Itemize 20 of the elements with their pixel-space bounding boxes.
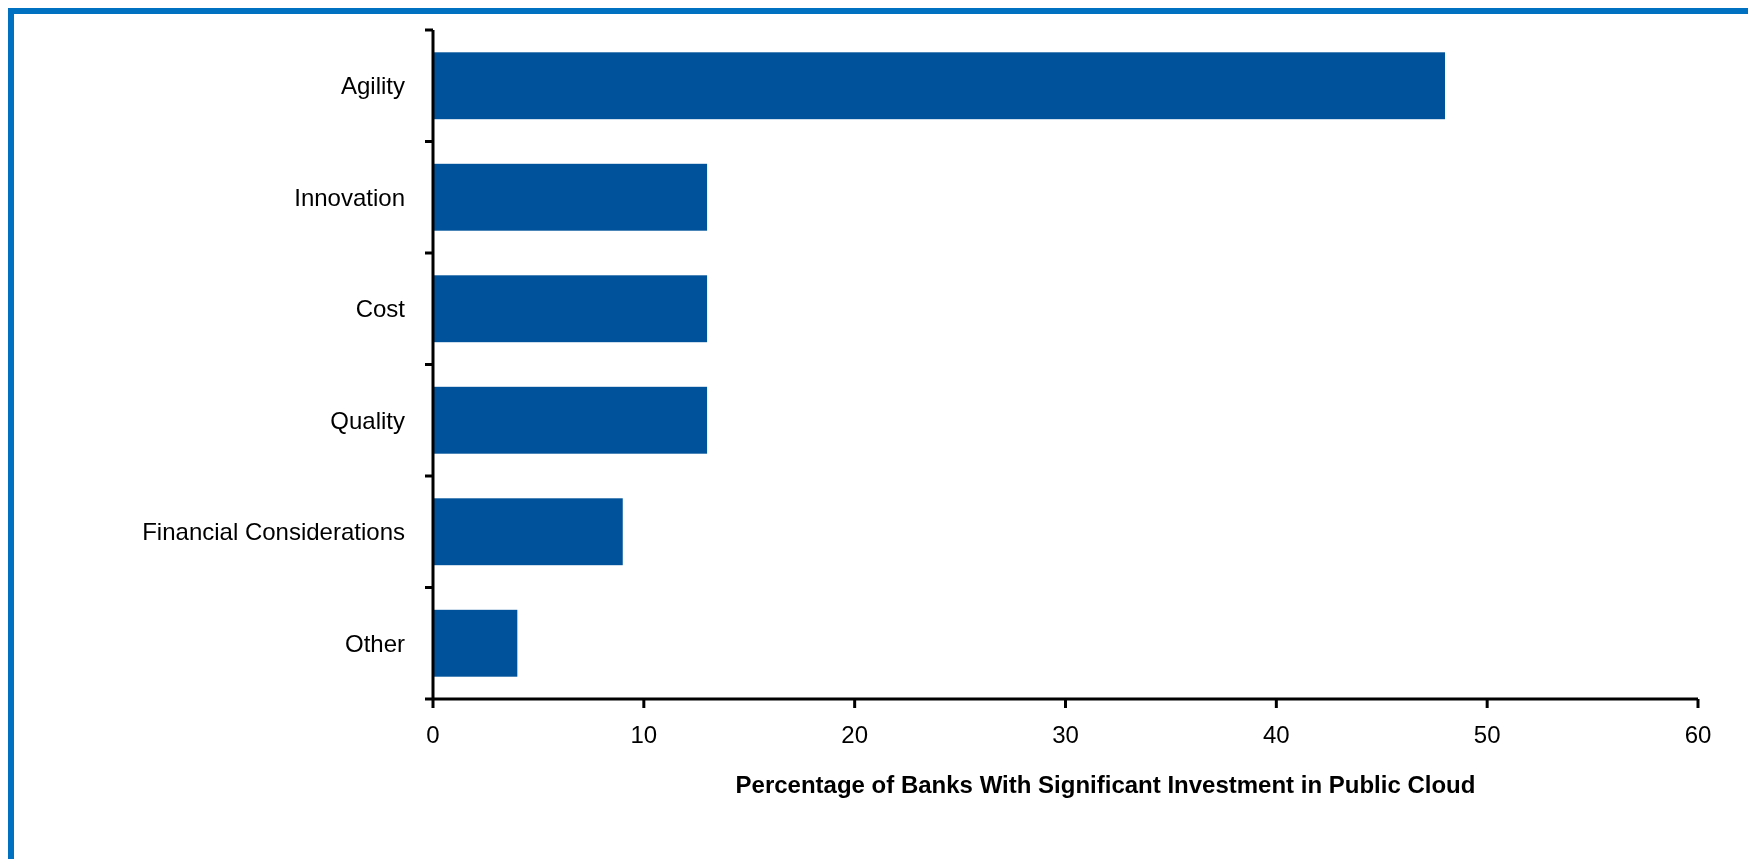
y-tick-label: Innovation <box>294 183 405 211</box>
x-tick-label: 30 <box>1052 721 1079 748</box>
x-axis-title: Percentage of Banks With Significant Investment in Public Cloud <box>735 771 1476 798</box>
bar <box>433 386 708 454</box>
bar <box>433 275 708 343</box>
y-tick-label: Agility <box>340 72 405 100</box>
x-tick-label: 0 <box>426 721 440 748</box>
bar <box>433 609 518 677</box>
y-tick-label: Other <box>344 629 405 657</box>
bar <box>433 498 623 566</box>
x-tick-label: 50 <box>1473 721 1501 748</box>
y-tick-label: Cost <box>355 295 406 323</box>
y-tick-label: Financial Considerations <box>142 518 405 546</box>
x-tick-label: 40 <box>1262 721 1290 748</box>
bar <box>433 163 708 231</box>
x-tick-label: 60 <box>1684 721 1712 748</box>
x-tick-label: 10 <box>630 721 658 748</box>
bar <box>433 52 1445 120</box>
y-tick-label: Quality <box>330 406 405 434</box>
x-tick-label: 20 <box>841 721 869 748</box>
